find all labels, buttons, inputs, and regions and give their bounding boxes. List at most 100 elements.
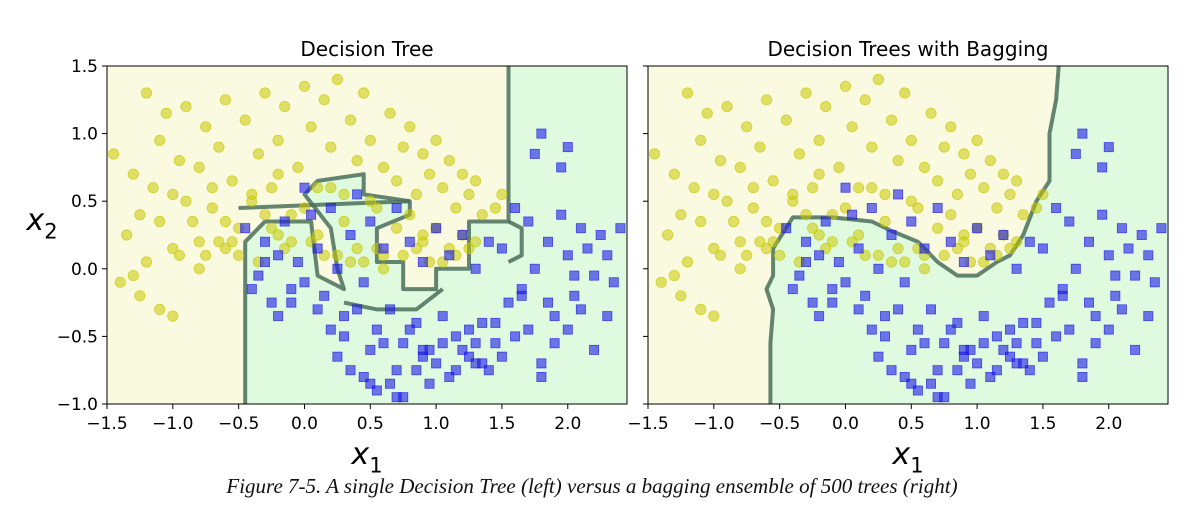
left-point-class1 [338,311,349,322]
right-point-class1 [886,229,897,240]
left-point-class1 [312,304,323,315]
right-point-class1 [1103,324,1114,335]
left-point-class0 [200,249,212,261]
left-point-class1 [358,277,369,288]
right-xtick-label: −1.0 [693,414,734,434]
left-point-class1 [286,284,297,295]
left-point-class0 [496,188,508,200]
left-point-class1 [575,304,586,315]
left-point-class1 [562,142,573,153]
right-panel: −1.5 −1.0 −0.5 0.0 0.5 1.0 1.5 2.0 Decision Tree… [627,37,1169,434]
right-point-class1 [1011,263,1022,274]
left-point-class0 [272,168,284,180]
right-point-class0 [714,155,727,167]
right-point-class1 [1143,250,1154,261]
left-boundary-2 [507,219,524,264]
right-point-class1 [801,236,812,247]
left-point-class1 [463,351,474,362]
left-point-class0 [364,134,376,147]
right-point-class0 [787,188,799,200]
left-point-class1 [569,290,580,301]
right-point-class0 [925,107,937,119]
left-point-class0 [233,249,245,261]
left-point-class0 [311,229,324,241]
right-point-class0 [695,215,707,228]
left-point-class0 [160,107,172,119]
right-point-class1 [1070,263,1081,274]
right-point-class0 [833,161,845,173]
right-point-class1 [820,216,831,227]
left-point-class0 [114,276,126,288]
right-point-class1 [972,358,983,369]
right-point-class0 [727,215,740,228]
right-point-class0 [879,188,891,200]
left-point-class1 [384,304,395,315]
left-point-class0 [410,188,422,200]
right-point-class0 [721,195,733,207]
right-point-class1 [866,202,877,213]
left-point-class0 [193,263,205,275]
left-point-class0 [489,202,501,214]
right-point-class1 [1136,229,1147,240]
right-point-class0 [806,222,819,234]
right-point-class1 [1064,324,1075,335]
left-ytick-label: 0.5 [71,192,98,212]
right-point-class0 [734,263,746,275]
left-axes-frame [106,65,628,405]
right-point-class1 [978,338,989,349]
right-point-class1 [853,243,864,254]
left-point-class1 [404,236,415,247]
right-point-class1 [958,256,969,267]
left-point-class0 [450,202,462,214]
left-point-class1 [378,338,389,349]
right-point-class1 [853,304,864,315]
left-point-class1 [417,344,428,355]
left-point-class0 [292,161,304,173]
right-region-class1 [766,66,1168,404]
right-point-class0 [695,303,707,315]
left-point-class1 [404,324,415,335]
right-point-class0 [912,202,924,214]
left-ytick-label: 0.0 [71,260,98,280]
left-point-class0 [338,215,350,228]
left-point-class0 [476,209,488,221]
right-point-class0 [971,134,983,147]
left-point-class1 [503,297,514,308]
left-point-class0 [108,148,120,160]
left-point-class1 [543,297,554,308]
right-point-class1 [827,284,838,295]
left-point-class1 [411,317,422,328]
left-point-class1 [338,331,349,342]
left-point-class1 [437,338,448,349]
right-point-class1 [1143,311,1154,322]
left-point-class0 [193,236,205,248]
left-point-class1 [273,250,284,261]
left-point-class1 [496,351,507,362]
left-point-class0 [358,87,370,99]
right-point-class1 [1084,236,1095,247]
right-point-class1 [1051,202,1062,213]
right-point-class0 [1037,188,1049,200]
right-point-class1 [1037,243,1048,254]
right-point-class1 [1024,365,1035,376]
right-point-class0 [820,101,832,113]
right-point-class0 [866,182,878,194]
left-point-class1 [490,338,501,349]
left-point-class0 [134,290,146,302]
right-point-class1 [1031,338,1042,349]
right-point-class1 [1024,236,1035,247]
right-point-class1 [1123,243,1134,254]
right-point-class1 [906,344,917,355]
left-point-class0 [173,155,185,167]
left-point-class0 [358,256,370,268]
left-point-class1 [470,338,481,349]
right-point-class0 [964,168,977,180]
right-point-class1 [1018,358,1029,369]
right-point-class0 [938,249,950,261]
right-point-class0 [826,236,838,248]
left-xtick-label: 1.5 [488,414,515,434]
right-point-class1 [1103,250,1114,261]
left-point-class1 [286,297,297,308]
left-point-class1 [450,365,461,376]
